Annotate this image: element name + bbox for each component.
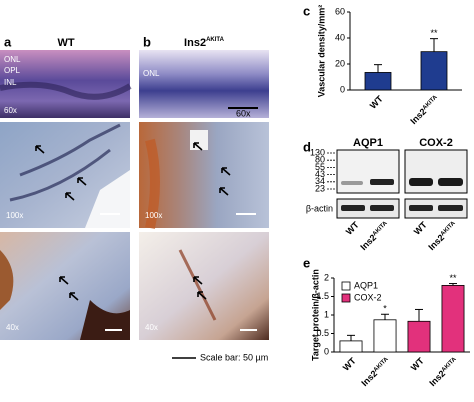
blot	[336, 198, 400, 219]
category-label: WT	[412, 220, 429, 237]
protein-label: AQP1	[353, 137, 383, 149]
marker-label: 23	[315, 183, 325, 193]
arrows	[35, 142, 231, 301]
error-bar	[347, 334, 355, 341]
y-tick-label: 1	[324, 309, 329, 319]
bar	[339, 340, 363, 353]
significance: *	[383, 304, 387, 314]
legend-label: COX-2	[354, 292, 382, 302]
marker-label: 43	[315, 169, 325, 179]
bar	[373, 319, 397, 353]
band	[341, 181, 363, 185]
legend-label: AQP1	[354, 280, 378, 290]
category-label: WT	[344, 220, 361, 237]
y-tick-label: 60	[335, 6, 345, 16]
bar	[364, 72, 392, 91]
panel-letter: a	[4, 34, 12, 49]
magnification: 100x	[145, 211, 162, 220]
category-text: WT	[341, 356, 358, 373]
layer-label: ONL	[143, 69, 160, 78]
panel-letter: c	[303, 3, 310, 18]
bar	[407, 320, 431, 353]
band	[438, 178, 463, 186]
blot	[336, 149, 400, 194]
y-tick-label: 40	[335, 32, 345, 42]
tissue	[0, 250, 14, 310]
protein-label: COX-2	[419, 137, 453, 149]
category-text: WT	[368, 94, 385, 111]
significance: **	[449, 273, 457, 283]
marker-label: 130	[310, 147, 325, 157]
category-sup: AKITA	[422, 94, 439, 111]
category-sup: AKITA	[372, 220, 389, 237]
tissue	[145, 138, 160, 230]
category-label: WT	[409, 356, 426, 373]
scale-bars	[100, 213, 257, 331]
band	[370, 179, 394, 185]
category-label: Ins2AKITA	[360, 356, 393, 389]
category-sup: AKITA	[440, 220, 457, 237]
category-label: WT	[368, 94, 385, 111]
significance: **	[430, 28, 438, 38]
y-tick-label: 0	[324, 346, 329, 356]
bar	[420, 51, 448, 91]
magnification: 40x	[6, 323, 19, 332]
legend-swatch	[341, 293, 351, 303]
y-axis-label: Vascular density/mm²	[316, 5, 326, 98]
legend-swatch	[341, 281, 351, 291]
category-text: WT	[344, 220, 361, 237]
error-bar	[449, 283, 457, 286]
marker-label: 34	[315, 176, 325, 186]
category-label: WT	[341, 356, 358, 373]
marker-label: 80	[315, 155, 325, 165]
loading-label: β-actin	[306, 203, 333, 213]
panel-letter: e	[303, 255, 310, 270]
y-tick-label: 20	[335, 58, 345, 68]
layer-label: OPL	[4, 66, 21, 75]
category-text: WT	[409, 356, 426, 373]
magnification: 100x	[6, 211, 23, 220]
magnification: 40x	[145, 323, 158, 332]
blot	[404, 198, 468, 219]
blot	[404, 149, 468, 194]
magnification: 60x	[236, 108, 251, 118]
band	[409, 178, 433, 186]
marker-label: 55	[315, 162, 325, 172]
micrograph	[139, 232, 269, 340]
title-text: Ins2	[184, 37, 206, 49]
bands	[341, 205, 463, 211]
tissue	[0, 81, 132, 100]
category-label: Ins2AKITA	[359, 220, 392, 253]
layer-label: ONL	[4, 55, 21, 64]
vessel	[178, 249, 217, 321]
category-label: Ins2AKITA	[428, 356, 461, 389]
y-tick-label: 2	[324, 272, 329, 282]
error-bar	[415, 308, 423, 322]
panel-letter: d	[303, 139, 311, 154]
category-label: Ins2AKITA	[409, 94, 442, 127]
panel-title: WT	[57, 37, 74, 49]
category-label: Ins2AKITA	[427, 220, 460, 253]
y-tick-label: 0.5	[316, 328, 329, 338]
micrograph	[139, 50, 269, 118]
magnification: 60x	[4, 106, 17, 115]
category-text: WT	[412, 220, 429, 237]
category-sup: AKITA	[373, 356, 390, 373]
panel-title: Ins2AKITA	[184, 37, 225, 49]
error-bar	[430, 38, 438, 52]
y-axis-label: Target protein/β-actin	[310, 269, 320, 361]
layer-label: INL	[4, 78, 17, 87]
vessel	[9, 123, 121, 202]
category-sup: AKITA	[441, 356, 458, 373]
bar	[441, 284, 465, 353]
scale-bar-label: Scale bar: 50 µm	[200, 352, 268, 362]
title-sup: AKITA	[206, 37, 225, 43]
error-bar	[381, 313, 389, 320]
y-tick-label: 1.5	[316, 291, 329, 301]
error-bar	[374, 64, 382, 73]
panel-letter: b	[143, 34, 151, 49]
y-tick-label: 0	[340, 84, 345, 94]
